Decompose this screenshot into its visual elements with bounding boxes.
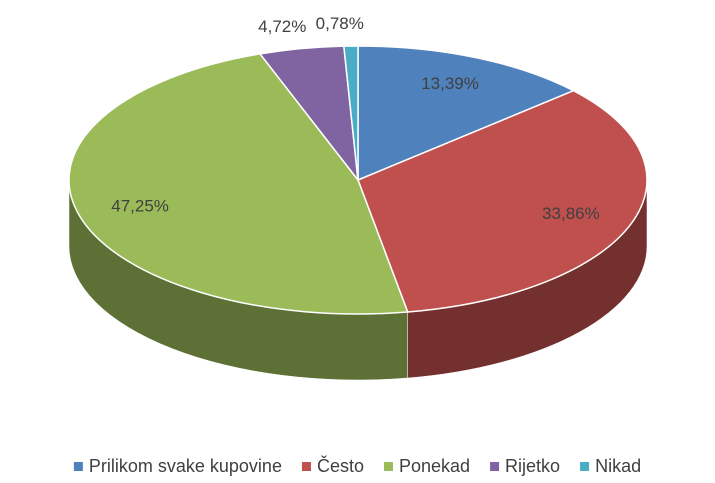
- data-label: 47,25%: [111, 196, 169, 215]
- data-label: 13,39%: [421, 74, 479, 93]
- legend-label: Prilikom svake kupovine: [89, 456, 282, 476]
- pie-slice: [68, 53, 409, 315]
- legend-marker: [73, 462, 83, 471]
- legend-marker: [301, 462, 311, 471]
- legend-label: Često: [317, 455, 364, 476]
- pie-slice: [357, 89, 648, 313]
- legend-label: Ponekad: [399, 456, 470, 476]
- data-label: 0,78%: [316, 14, 364, 33]
- legend-marker: [490, 462, 500, 471]
- legend-label: Nikad: [595, 456, 641, 476]
- data-label: 33,86%: [542, 204, 600, 223]
- pie-slice: [343, 45, 359, 181]
- data-label: 4,72%: [258, 17, 306, 36]
- legend-label: Rijetko: [505, 456, 560, 476]
- pie-slice: [357, 45, 576, 182]
- legend-marker: [383, 462, 393, 471]
- legend-marker: [580, 462, 590, 471]
